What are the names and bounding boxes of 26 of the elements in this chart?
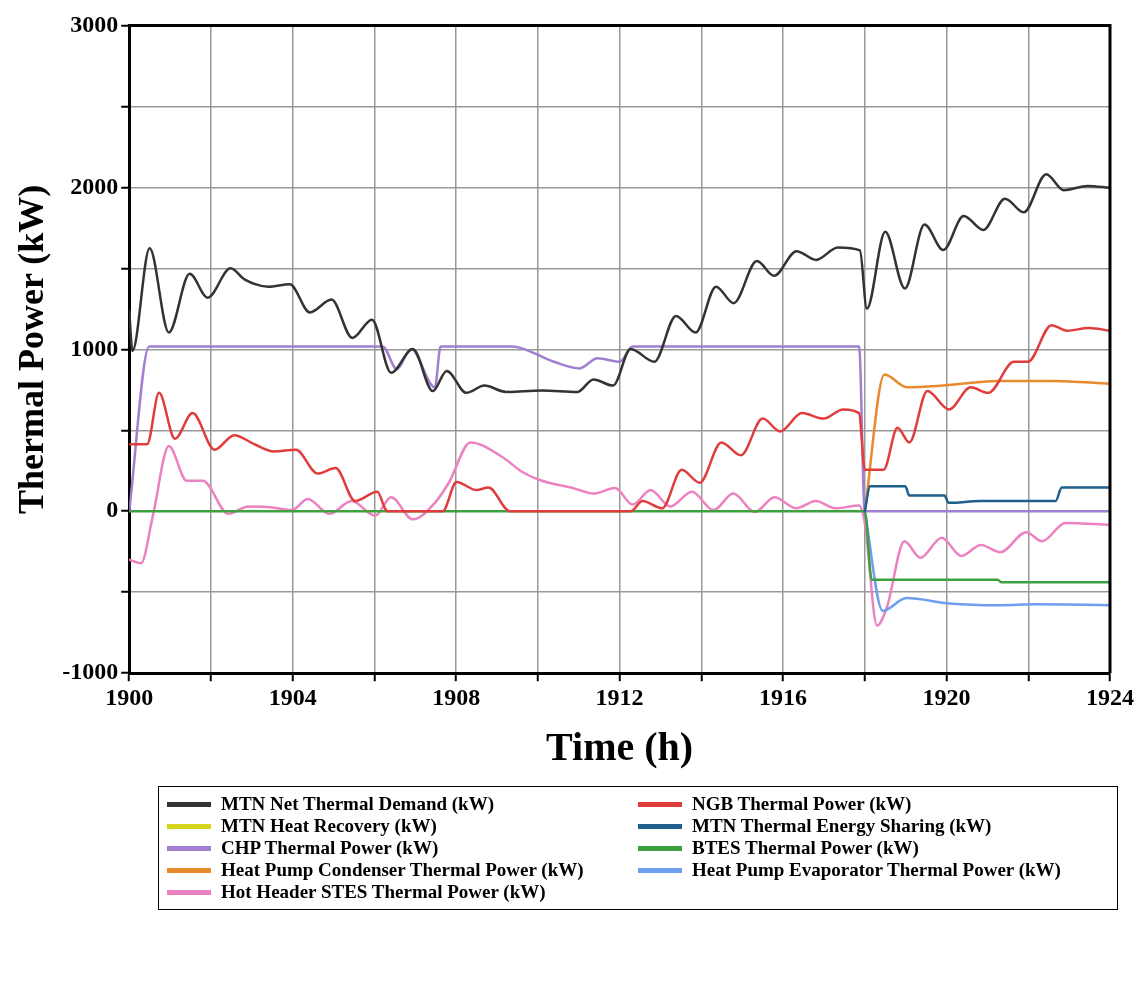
line-series (129, 441, 1110, 627)
legend-label: Heat Pump Evaporator Thermal Power (kW) (692, 859, 1061, 881)
x-tick-label: 1904 (268, 683, 317, 710)
legend-label: MTN Thermal Energy Sharing (kW) (692, 815, 992, 837)
line-series (863, 485, 1110, 513)
y-tick-label: -1000 (62, 658, 119, 685)
legend-label: NGB Thermal Power (kW) (692, 793, 912, 815)
x-tick-label: 1912 (595, 683, 644, 710)
y-tick-label: 0 (106, 496, 119, 523)
x-tick-label: 1920 (922, 683, 971, 710)
y-axis-title: Thermal Power (kW) (10, 184, 51, 514)
y-tick-label: 1000 (70, 334, 119, 361)
legend-label: MTN Heat Recovery (kW) (221, 815, 437, 837)
legend-label: Heat Pump Condenser Thermal Power (kW) (221, 859, 584, 881)
legend-label: BTES Thermal Power (kW) (692, 837, 919, 859)
legend-label: MTN Net Thermal Demand (kW) (221, 793, 495, 815)
x-axis-title: Time (h) (546, 724, 694, 770)
line-series (129, 172, 1110, 395)
x-tick-label: 1908 (432, 683, 481, 710)
legend-label: Hot Header STES Thermal Power (kW) (221, 881, 546, 903)
y-tick-label: 2000 (70, 172, 119, 199)
y-tick-label: 3000 (70, 10, 119, 37)
x-tick-label: 1900 (105, 683, 154, 710)
x-tick-label: 1916 (759, 683, 808, 710)
x-tick-label: 1924 (1086, 683, 1134, 710)
legend-label: CHP Thermal Power (kW) (221, 837, 439, 859)
